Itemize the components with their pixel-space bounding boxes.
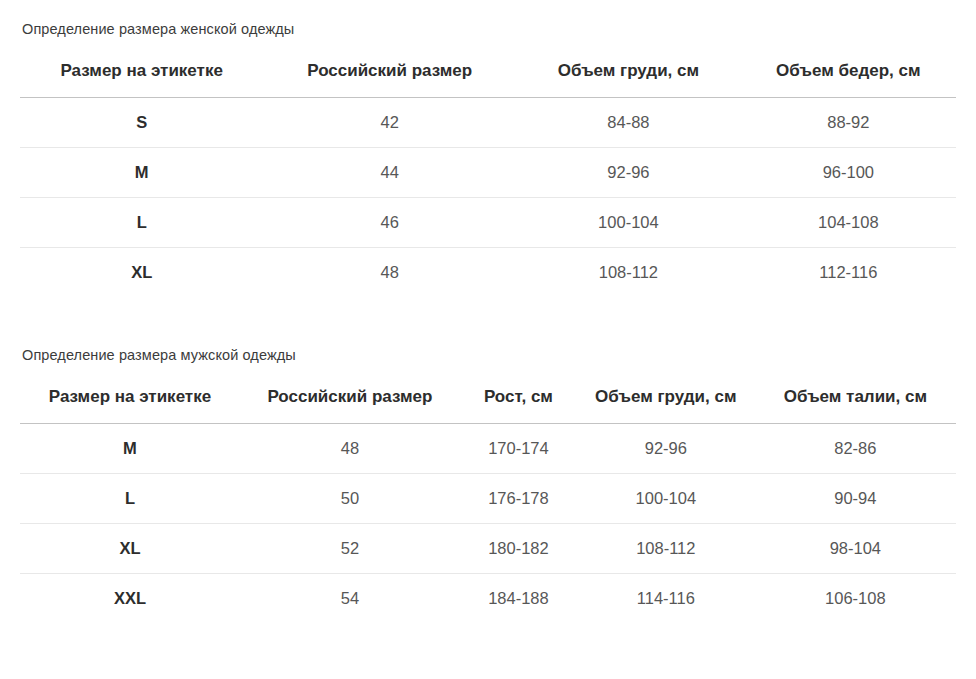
table-cell: 52 (240, 524, 460, 574)
table-cell: 98-104 (755, 524, 956, 574)
table-row: L 46 100-104 104-108 (20, 198, 956, 248)
table-cell: 88-92 (741, 98, 956, 148)
men-size-section: Определение размера мужской одежды Разме… (20, 347, 956, 623)
column-header-chest: Объем груди, см (577, 372, 755, 424)
table-cell: 90-94 (755, 474, 956, 524)
table-cell: 106-108 (755, 574, 956, 624)
table-row: S 42 84-88 88-92 (20, 98, 956, 148)
table-cell: 96-100 (741, 148, 956, 198)
table-cell: 44 (263, 148, 516, 198)
table-cell: 184-188 (460, 574, 577, 624)
men-size-table: Размер на этикетке Российский размер Рос… (20, 372, 956, 623)
table-row: M 44 92-96 96-100 (20, 148, 956, 198)
table-row: XXL 54 184-188 114-116 106-108 (20, 574, 956, 624)
size-label-cell: L (20, 474, 240, 524)
table-cell: 170-174 (460, 424, 577, 474)
table-cell: 92-96 (577, 424, 755, 474)
table-cell: 48 (240, 424, 460, 474)
table-cell: 42 (263, 98, 516, 148)
table-cell: 100-104 (577, 474, 755, 524)
column-header-chest: Объем груди, см (516, 46, 741, 98)
men-size-title: Определение размера мужской одежды (22, 347, 956, 363)
size-label-cell: M (20, 148, 263, 198)
table-cell: 114-116 (577, 574, 755, 624)
table-cell: 50 (240, 474, 460, 524)
table-cell: 108-112 (577, 524, 755, 574)
table-cell: 180-182 (460, 524, 577, 574)
table-row: M 48 170-174 92-96 82-86 (20, 424, 956, 474)
size-label-cell: S (20, 98, 263, 148)
table-cell: 82-86 (755, 424, 956, 474)
table-cell: 84-88 (516, 98, 741, 148)
table-cell: 54 (240, 574, 460, 624)
table-row: XL 52 180-182 108-112 98-104 (20, 524, 956, 574)
table-header-row: Размер на этикетке Российский размер Объ… (20, 46, 956, 98)
table-cell: 92-96 (516, 148, 741, 198)
size-label-cell: XXL (20, 574, 240, 624)
table-cell: 100-104 (516, 198, 741, 248)
women-size-section: Определение размера женской одежды Разме… (20, 21, 956, 297)
column-header-height: Рост, см (460, 372, 577, 424)
table-cell: 176-178 (460, 474, 577, 524)
column-header-waist: Объем талии, см (755, 372, 956, 424)
women-size-title: Определение размера женской одежды (22, 21, 956, 37)
column-header-russian-size: Российский размер (263, 46, 516, 98)
size-guide-page: Определение размера женской одежды Разме… (0, 0, 976, 679)
women-size-table: Размер на этикетке Российский размер Объ… (20, 46, 956, 297)
table-header-row: Размер на этикетке Российский размер Рос… (20, 372, 956, 424)
column-header-hips: Объем бедер, см (741, 46, 956, 98)
table-cell: 104-108 (741, 198, 956, 248)
size-label-cell: XL (20, 248, 263, 298)
size-label-cell: L (20, 198, 263, 248)
table-row: L 50 176-178 100-104 90-94 (20, 474, 956, 524)
table-cell: 112-116 (741, 248, 956, 298)
column-header-label-size: Размер на этикетке (20, 46, 263, 98)
size-label-cell: XL (20, 524, 240, 574)
table-row: XL 48 108-112 112-116 (20, 248, 956, 298)
table-cell: 108-112 (516, 248, 741, 298)
size-label-cell: M (20, 424, 240, 474)
column-header-russian-size: Российский размер (240, 372, 460, 424)
table-cell: 46 (263, 198, 516, 248)
table-cell: 48 (263, 248, 516, 298)
column-header-label-size: Размер на этикетке (20, 372, 240, 424)
